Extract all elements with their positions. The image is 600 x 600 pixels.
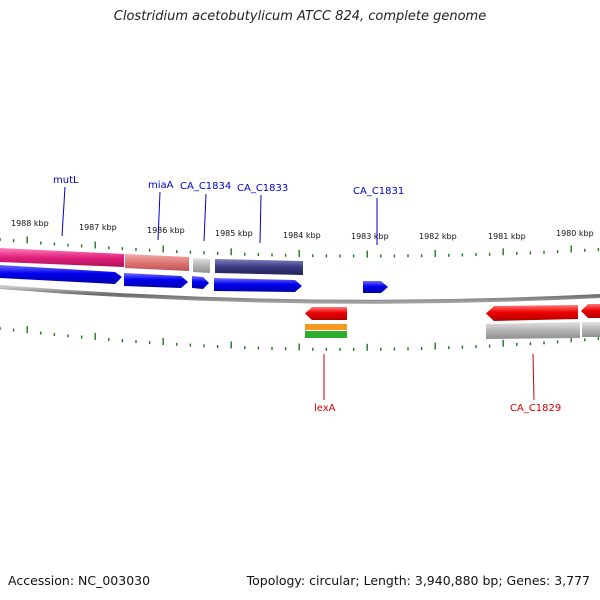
scale-label-1980: 1980 kbp — [556, 229, 594, 238]
genome-backbone — [0, 285, 600, 304]
miaA-feature[interactable] — [125, 254, 189, 271]
scale-labels: 1988 kbp 1987 kbp 1986 kbp 1985 kbp 1984… — [11, 219, 594, 241]
ca-c1833-feature[interactable] — [215, 259, 303, 275]
genome-summary: Topology: circular; Length: 3,940,880 bp… — [246, 573, 590, 588]
ca-c1829-feature[interactable] — [486, 322, 580, 339]
scale-label-1985: 1985 kbp — [215, 229, 253, 238]
lexA-cds-arrow[interactable] — [305, 307, 347, 320]
scale-ticks-reverse — [0, 326, 600, 351]
gene-label-ca-c1833[interactable]: CA_C1833 — [237, 183, 288, 194]
label-leaders — [61, 186, 535, 401]
reverse-cds-track — [305, 304, 600, 339]
scale-ticks-forward — [0, 236, 600, 258]
ca-c1834-cds-arrow[interactable] — [192, 276, 209, 289]
forward-cds-track — [0, 265, 388, 293]
page-title: Clostridium acetobutylicum ATCC 824, com… — [113, 9, 487, 24]
ca-c1829-cds-arrow[interactable] — [486, 305, 578, 321]
next-grey-feature[interactable] — [582, 322, 600, 337]
ca-c1834-leader — [203, 193, 207, 242]
scale-label-1983: 1983 kbp — [351, 232, 389, 241]
gene-label-ca-c1831[interactable]: CA_C1831 — [353, 186, 404, 197]
scale-label-1981: 1981 kbp — [488, 232, 526, 241]
miaA-leader — [157, 191, 161, 241]
ca-c1834-feature[interactable] — [193, 258, 210, 273]
gene-labels: mutL miaA CA_C1834 CA_C1833 CA_C1831 lex… — [53, 175, 561, 414]
scale-label-1986: 1986 kbp — [147, 226, 185, 235]
ca-c1833-leader — [259, 194, 262, 244]
ca-c1833-cds-arrow[interactable] — [214, 278, 302, 292]
scale-label-1988: 1988 kbp — [11, 219, 49, 228]
gene-label-ca-c1829[interactable]: CA_C1829 — [510, 403, 561, 414]
mutL-cds-arrow[interactable] — [0, 265, 122, 284]
mutL-feature[interactable] — [0, 248, 124, 267]
ca-c1831-cds-arrow[interactable] — [363, 281, 388, 293]
scale-label-1984: 1984 kbp — [283, 231, 321, 240]
accession-info: Accession: NC_003030 — [8, 573, 151, 588]
scale-label-1987: 1987 kbp — [79, 223, 117, 232]
lexA-green-feature[interactable] — [305, 331, 347, 338]
scale-label-1982: 1982 kbp — [419, 232, 457, 241]
gene-label-mutL[interactable]: mutL — [53, 175, 79, 186]
forward-feature-track — [0, 248, 303, 275]
lexA-orange-feature[interactable] — [305, 324, 347, 330]
next-cds-arrow[interactable] — [581, 304, 600, 318]
gene-label-ca-c1834[interactable]: CA_C1834 — [180, 181, 231, 192]
mutL-leader — [61, 186, 66, 237]
miaA-cds-arrow[interactable] — [124, 273, 188, 288]
gene-label-miaA[interactable]: miaA — [148, 180, 174, 191]
ca-c1829-leader — [532, 353, 535, 401]
gene-label-lexA[interactable]: lexA — [314, 403, 336, 414]
